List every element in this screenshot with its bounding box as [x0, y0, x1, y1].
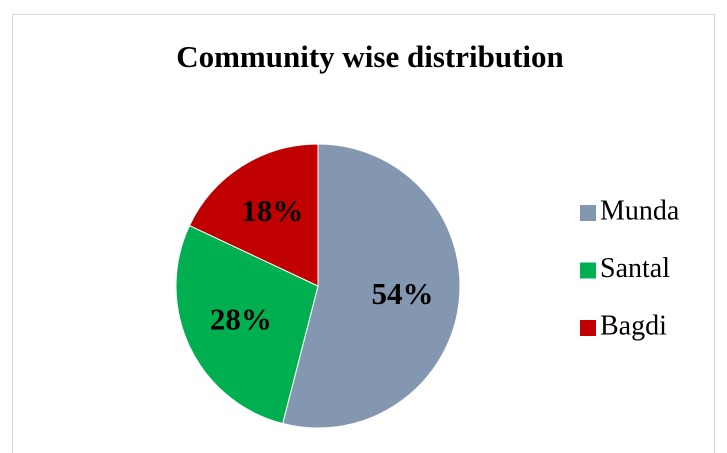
legend-label: Santal — [600, 253, 670, 284]
data-label: 28% — [210, 301, 272, 336]
chart-border — [12, 14, 715, 453]
chart-title: Community wise distribution — [176, 39, 564, 74]
data-label: 18% — [241, 193, 303, 228]
pie-slice — [282, 143, 461, 429]
pie-slice — [175, 224, 319, 425]
legend-swatch — [580, 320, 596, 336]
data-label: 54% — [372, 276, 434, 311]
legend-label: Bagdi — [600, 310, 667, 341]
legend-label: Munda — [600, 195, 680, 226]
legend-swatch — [580, 205, 596, 221]
pie-slice — [188, 143, 319, 287]
legend-swatch — [580, 262, 596, 279]
